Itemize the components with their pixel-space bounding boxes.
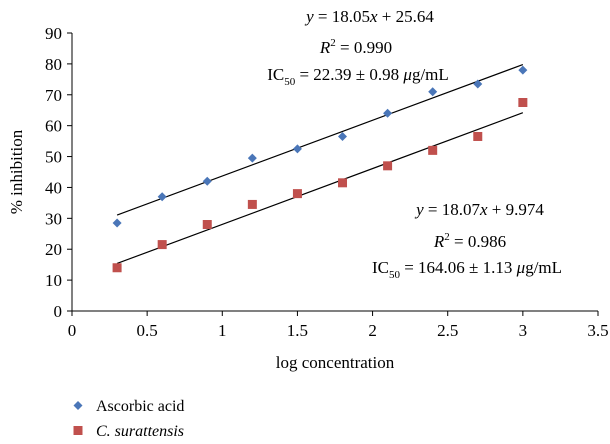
surattensis-point (292, 189, 302, 199)
axes (71, 33, 598, 312)
ascorbic-trendline (116, 63, 524, 216)
surattensis-trendline (116, 112, 524, 265)
y-ticks: 0 10 20 30 40 50 60 70 80 90 (45, 24, 72, 321)
ascorbic-point (383, 108, 393, 118)
ascorbic-point (202, 176, 212, 186)
surattensis-point (157, 240, 167, 250)
y-tick-label: 60 (45, 117, 62, 136)
surattensis-point (518, 98, 528, 107)
x-tick-label: 0.5 (137, 321, 158, 340)
ascorbic-equation: y = 18.05x + 25.64 (304, 7, 434, 26)
x-ticks: 0 0.5 1 1.5 2 2.5 3 3.5 (68, 311, 609, 340)
x-tick-label: 1.5 (287, 321, 308, 340)
x-axis-label: log concentration (276, 353, 395, 372)
x-tick-label: 1 (218, 321, 227, 340)
ascorbic-point (338, 131, 348, 141)
legend-label-surattensis: C. surattensis (96, 423, 184, 440)
y-tick-label: 50 (45, 148, 62, 167)
surattensis-point (338, 178, 348, 188)
ascorbic-ic50: IC50 = 22.39 ± 0.98 μg/mL (267, 65, 449, 88)
trendlines (116, 63, 524, 265)
y-tick-label: 40 (45, 178, 62, 197)
surattensis-r-squared: R2 = 0.986 (433, 231, 506, 251)
legend-label-ascorbic: Ascorbic acid (96, 398, 184, 415)
surattensis-point (202, 220, 212, 230)
x-tick-label: 0 (68, 321, 77, 340)
ascorbic-point (518, 65, 528, 75)
ascorbic-point (157, 192, 167, 202)
y-tick-label: 90 (45, 24, 62, 43)
surattensis-equation: y = 18.07x + 9.974 (414, 200, 544, 219)
data-points (112, 65, 528, 273)
legend-item-surattensis: C. surattensis (73, 423, 184, 440)
x-tick-label: 2 (368, 321, 377, 340)
x-tick-label: 3 (519, 321, 528, 340)
surattensis-point (247, 199, 257, 209)
surattensis-point (383, 161, 393, 171)
ascorbic-point (428, 87, 438, 97)
y-tick-label: 10 (45, 271, 62, 290)
ascorbic-point (292, 144, 302, 154)
legend-marker-diamond (73, 401, 83, 410)
y-tick-label: 30 (45, 209, 62, 228)
y-axis-label: % inhibition (7, 129, 26, 214)
surattensis-point (112, 263, 122, 273)
surattensis-point (428, 145, 438, 155)
y-tick-label: 0 (54, 302, 63, 321)
y-tick-label: 20 (45, 240, 62, 259)
legend: Ascorbic acid C. surattensis (73, 398, 184, 440)
ascorbic-point (112, 218, 122, 228)
ascorbic-point (473, 79, 483, 89)
x-tick-label: 3.5 (587, 321, 608, 340)
legend-item-ascorbic: Ascorbic acid (73, 398, 184, 415)
y-tick-label: 70 (45, 86, 62, 105)
ascorbic-point (247, 153, 257, 163)
legend-marker-square (73, 426, 83, 435)
ascorbic-r-squared: R2 = 0.990 (319, 37, 392, 57)
x-tick-label: 2.5 (437, 321, 458, 340)
surattensis-annotation: y = 18.07x + 9.974 R2 = 0.986 IC50 = 164… (372, 200, 562, 281)
surattensis-ic50: IC50 = 164.06 ± 1.13 μg/mL (372, 258, 562, 281)
surattensis-point (473, 131, 483, 141)
y-tick-label: 80 (45, 55, 62, 74)
ascorbic-annotation: y = 18.05x + 25.64 R2 = 0.990 IC50 = 22.… (267, 7, 449, 88)
